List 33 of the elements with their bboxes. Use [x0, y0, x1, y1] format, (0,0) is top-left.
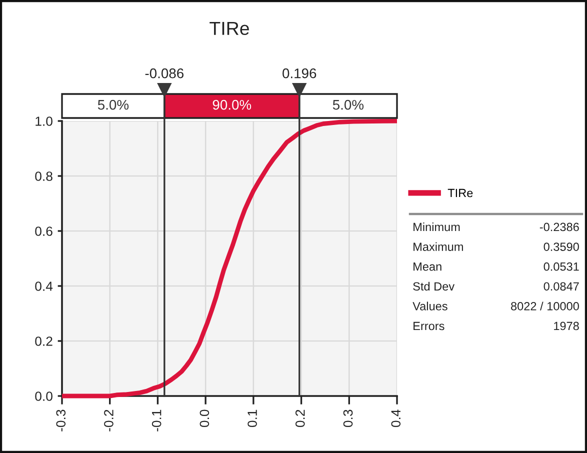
text: Values — [412, 302, 448, 310]
x-tick-label: 0.0 — [200, 410, 210, 428]
text: 5.0% — [332, 100, 364, 110]
y-tick-label: 0.6 — [35, 226, 52, 236]
y-tick-label: 1.0 — [36, 116, 52, 126]
x-tick-label: 0.4 — [391, 410, 401, 428]
text: Minimum — [414, 222, 460, 232]
x-tick-label: 0.3 — [343, 410, 353, 428]
ref-line-label: 0.196 — [282, 68, 316, 78]
x-tick-label: -0.3 — [56, 410, 66, 432]
text: -0.2386 — [540, 222, 579, 232]
text: Mean — [414, 262, 442, 271]
text: Std Dev — [413, 282, 455, 291]
y-tick-label: 0.4 — [35, 282, 53, 291]
y-tick-label: 0.0 — [35, 392, 52, 401]
x-tick-label: -0.2 — [104, 410, 114, 432]
chart-title: TIRe — [210, 22, 249, 36]
y-tick-label: 0.2 — [35, 336, 52, 346]
ref-line-label: -0.086 — [145, 68, 184, 78]
text: 8022 / 10000 — [511, 302, 579, 310]
x-tick-label: 0.2 — [295, 410, 305, 428]
y-tick-label: 0.8 — [35, 172, 52, 181]
text: 90.0% — [212, 100, 252, 110]
text: 0.0531 — [544, 262, 579, 271]
text: Errors — [414, 322, 444, 330]
x-tick-label: 0.1 — [248, 410, 257, 428]
x-tick-label: -0.1 — [152, 410, 162, 432]
text: 0.0847 — [544, 282, 579, 291]
text: 5.0% — [98, 100, 129, 110]
text: Maximum — [414, 242, 463, 251]
text: 0.3590 — [544, 242, 579, 251]
legend-label: TIRe — [448, 188, 473, 198]
text: 1978 — [554, 322, 579, 330]
